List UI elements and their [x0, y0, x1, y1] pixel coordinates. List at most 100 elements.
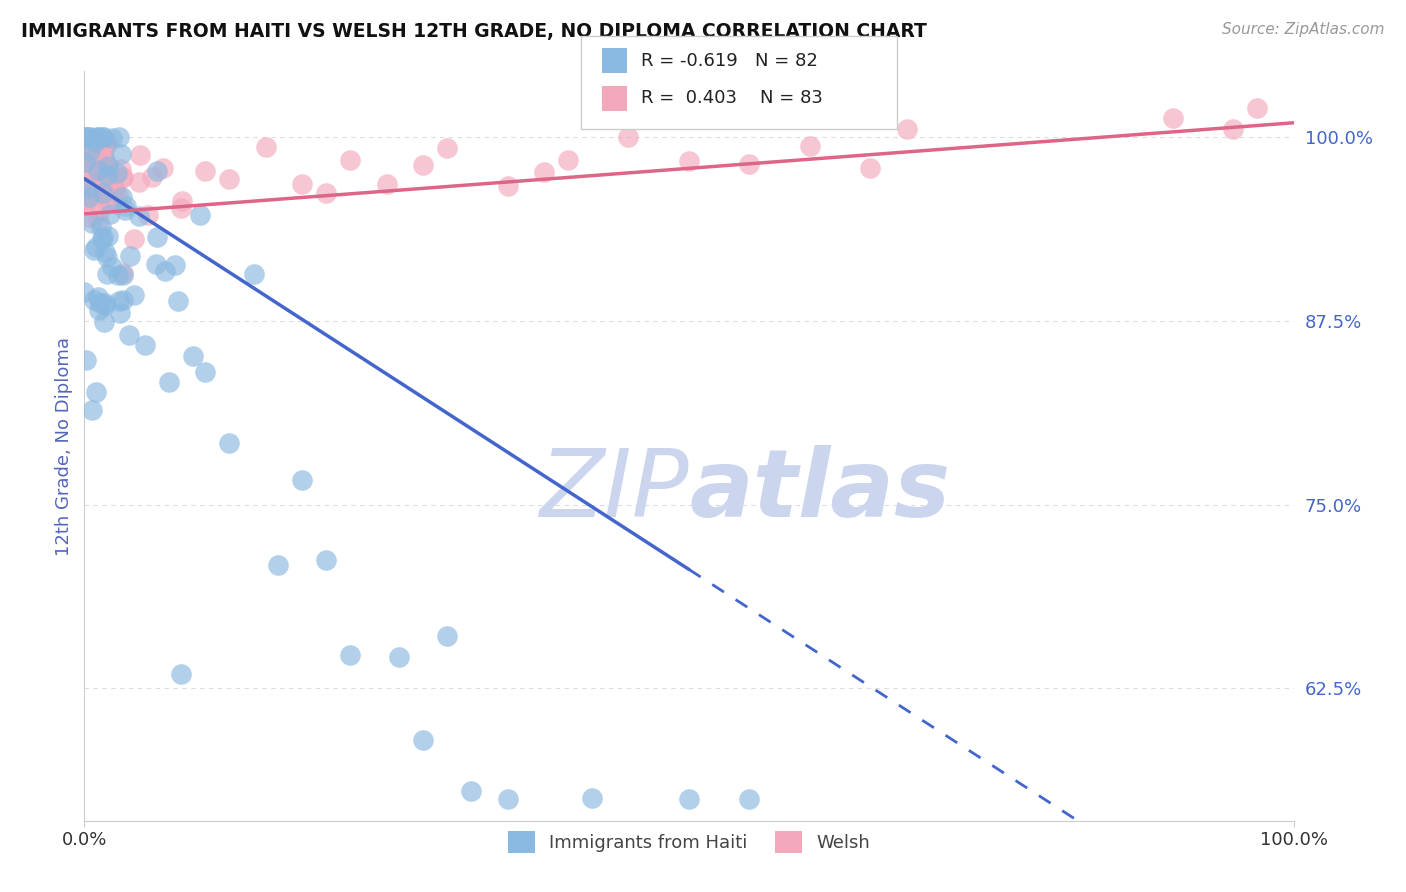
Text: ZIP: ZIP [540, 445, 689, 536]
Point [91, 130, 114, 145]
Point [97, 159, 120, 173]
Point [218, 172, 240, 186]
Point [496, 179, 519, 194]
Point [167, 293, 190, 308]
Point [94, 296, 117, 310]
Point [104, 196, 127, 211]
Point [110, 147, 132, 161]
Point [896, 121, 918, 136]
Point [80, 133, 103, 147]
Point [1222, 122, 1244, 136]
Point [112, 293, 135, 307]
Point [111, 266, 134, 280]
Point [83, 243, 105, 257]
Point [141, 170, 163, 185]
Point [83, 131, 105, 145]
Point [128, 209, 150, 223]
Point [93, 143, 115, 157]
Point [105, 165, 128, 179]
Point [101, 130, 124, 145]
Point [93, 315, 115, 329]
Point [738, 791, 761, 805]
Point [76, 172, 98, 186]
Point [97, 195, 120, 210]
Point [104, 181, 127, 195]
Point [98, 207, 121, 221]
Legend: Immigrants from Haiti, Welsh: Immigrants from Haiti, Welsh [501, 824, 877, 860]
Point [678, 153, 700, 168]
Point [120, 249, 142, 263]
Point [108, 130, 131, 145]
Point [96, 136, 118, 151]
Point [83, 293, 105, 307]
Point [86, 159, 108, 173]
Point [557, 153, 579, 167]
Point [84, 384, 107, 399]
Point [218, 435, 240, 450]
Point [188, 208, 211, 222]
Text: Source: ZipAtlas.com: Source: ZipAtlas.com [1222, 22, 1385, 37]
Point [375, 178, 398, 192]
Point [76, 130, 98, 145]
Point [1246, 101, 1268, 115]
Point [388, 650, 411, 665]
Point [436, 629, 458, 643]
Point [129, 148, 152, 162]
Point [122, 232, 145, 246]
Point [111, 268, 134, 282]
Point [82, 184, 104, 198]
Point [117, 328, 139, 343]
Point [90, 219, 112, 234]
Point [170, 194, 193, 208]
Point [94, 156, 117, 170]
Point [75, 153, 97, 168]
Point [254, 140, 277, 154]
Point [194, 365, 217, 379]
Point [436, 141, 458, 155]
Point [100, 260, 122, 274]
Point [111, 170, 134, 185]
Point [412, 732, 434, 747]
Point [90, 232, 112, 246]
Point [87, 290, 110, 304]
Point [73, 285, 96, 299]
Point [110, 162, 132, 177]
Point [155, 264, 177, 278]
Point [75, 196, 97, 211]
Point [80, 130, 103, 145]
Point [90, 186, 112, 201]
Point [107, 188, 129, 202]
Point [76, 141, 98, 155]
Point [79, 149, 101, 163]
Point [89, 203, 111, 218]
Point [128, 175, 150, 189]
Point [76, 192, 98, 206]
Point [82, 150, 104, 164]
Point [581, 791, 603, 805]
Point [678, 791, 700, 805]
Point [82, 216, 104, 230]
Point [242, 267, 264, 281]
Point [75, 155, 97, 169]
Point [75, 130, 97, 145]
Point [315, 186, 337, 201]
Point [83, 178, 105, 193]
Point [93, 150, 115, 164]
Point [110, 171, 132, 186]
Point [83, 167, 105, 181]
Point [170, 666, 193, 681]
Point [496, 791, 519, 805]
Point [83, 135, 105, 149]
Point [93, 138, 115, 153]
Point [157, 376, 180, 390]
Point [79, 145, 101, 159]
Point [114, 203, 136, 218]
Point [460, 784, 482, 798]
Point [87, 130, 110, 145]
Point [115, 199, 138, 213]
Point [799, 138, 821, 153]
Point [107, 268, 129, 282]
Point [93, 174, 115, 188]
Point [145, 257, 167, 271]
Point [738, 157, 761, 171]
